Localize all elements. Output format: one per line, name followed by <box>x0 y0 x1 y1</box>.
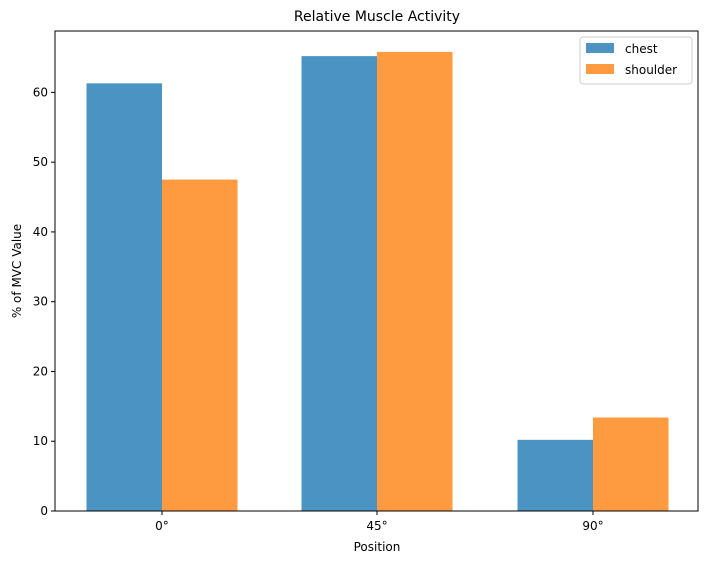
legend-swatch-chest <box>586 43 614 53</box>
legend-swatch-shoulder <box>586 64 614 74</box>
x-axis: 0° 45° 90° <box>155 511 604 533</box>
legend-label-chest: chest <box>625 42 658 56</box>
bar-chest-0 <box>86 83 162 511</box>
legend: chest shoulder <box>579 36 693 85</box>
bar-chest-1 <box>301 56 377 512</box>
legend-label-shoulder: shoulder <box>625 63 677 77</box>
bar-chest-2 <box>517 439 593 511</box>
y-tick-label: 60 <box>33 85 48 99</box>
y-axis: 0 10 20 30 40 50 60 <box>33 85 55 518</box>
bars-layer <box>86 51 669 512</box>
bar-shoulder-0 <box>162 179 238 511</box>
bar-shoulder-1 <box>377 51 453 511</box>
x-axis-label: Position <box>354 540 401 554</box>
y-tick-label: 0 <box>40 504 48 518</box>
x-tick-label: 0° <box>155 519 169 533</box>
x-tick-label: 45° <box>366 519 387 533</box>
x-tick-label: 90° <box>582 519 603 533</box>
y-axis-label: % of MVC Value <box>10 224 24 318</box>
y-tick-label: 40 <box>33 225 48 239</box>
chart-title: Relative Muscle Activity <box>294 9 460 25</box>
y-tick-label: 50 <box>33 155 48 169</box>
y-tick-label: 20 <box>33 364 48 378</box>
bar-shoulder-2 <box>593 417 669 511</box>
y-tick-label: 10 <box>33 434 48 448</box>
y-tick-label: 30 <box>33 295 48 309</box>
